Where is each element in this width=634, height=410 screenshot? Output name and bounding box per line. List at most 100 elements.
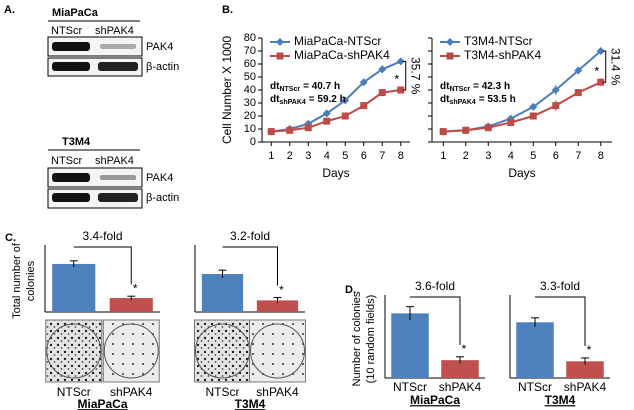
group-label: MiaPaCa bbox=[77, 397, 127, 410]
annotation-part: dt bbox=[270, 81, 280, 92]
x-tick-label: 6 bbox=[553, 150, 559, 162]
annotation-sub: shPAK4 bbox=[449, 99, 475, 106]
reduction-label: 31.4 % bbox=[609, 48, 623, 86]
plate-rim bbox=[250, 323, 305, 379]
bar bbox=[256, 300, 299, 312]
marker bbox=[323, 117, 331, 125]
annotation-part: dt bbox=[440, 94, 450, 105]
bar bbox=[109, 298, 153, 312]
band bbox=[52, 42, 90, 51]
series-line bbox=[443, 81, 602, 133]
y-tick-label: 20 bbox=[244, 110, 256, 122]
y-tick-label: 40 bbox=[244, 84, 256, 96]
annotation-sub: shPAK4 bbox=[279, 99, 305, 106]
bar bbox=[441, 360, 479, 378]
marker bbox=[397, 86, 405, 94]
significance: * bbox=[279, 283, 284, 297]
bar bbox=[391, 313, 429, 378]
marker bbox=[551, 86, 560, 94]
x-axis-label: Days bbox=[322, 166, 349, 180]
x-tick-label: 3 bbox=[485, 150, 491, 162]
x-tick-label: shPAK4 bbox=[564, 380, 607, 394]
y-tick-label: 0 bbox=[250, 136, 256, 148]
x-tick-label: NTScr bbox=[206, 385, 240, 399]
group-label: T3M4 bbox=[545, 393, 576, 407]
lane-label: NTScr bbox=[51, 25, 83, 37]
group-label: T3M4 bbox=[235, 397, 266, 410]
x-tick-label: 7 bbox=[575, 150, 581, 162]
y-axis-label: (10 random fields) bbox=[365, 295, 377, 384]
reduction-label: 35.7 % bbox=[409, 57, 423, 95]
fold-label: 3.3-fold bbox=[540, 279, 580, 293]
annotation-part: dt bbox=[440, 81, 450, 92]
bracket bbox=[73, 246, 132, 285]
bracket bbox=[602, 50, 607, 83]
marker bbox=[462, 126, 470, 134]
marker bbox=[378, 89, 386, 97]
marker bbox=[597, 78, 605, 86]
bar bbox=[52, 263, 96, 312]
x-tick-label: shPAK4 bbox=[439, 380, 482, 394]
annotation: dtshPAK4 = 53.5 h bbox=[440, 94, 516, 106]
blot bbox=[47, 167, 143, 188]
x-tick-label: NTScr bbox=[57, 385, 91, 399]
legend-marker bbox=[446, 52, 454, 60]
marker bbox=[378, 65, 387, 74]
legend-marker bbox=[276, 52, 284, 60]
band bbox=[100, 175, 136, 180]
marker bbox=[507, 119, 515, 126]
band bbox=[52, 173, 90, 182]
significance: * bbox=[133, 281, 138, 295]
bracket bbox=[222, 246, 278, 286]
x-tick-label: 7 bbox=[379, 150, 385, 162]
x-tick-label: 2 bbox=[463, 150, 469, 162]
x-tick-label: shPAK4 bbox=[110, 385, 153, 399]
x-tick-label: 4 bbox=[508, 150, 514, 162]
y-tick-label: 10 bbox=[244, 123, 256, 135]
marker bbox=[529, 102, 538, 111]
band-label: β-actin bbox=[146, 61, 179, 73]
marker bbox=[552, 102, 560, 110]
blot-title: MiaPaCa bbox=[52, 7, 99, 19]
plate-rim bbox=[103, 323, 159, 379]
annotation-part: = 53.5 h bbox=[479, 94, 516, 105]
lane-label: shPAK4 bbox=[95, 25, 134, 37]
significance: * bbox=[394, 71, 399, 86]
legend-marker bbox=[276, 38, 284, 46]
colony-plate bbox=[102, 319, 160, 383]
significance: * bbox=[587, 343, 592, 357]
annotation-sub: NTScr bbox=[279, 86, 300, 93]
marker bbox=[267, 128, 275, 136]
bracket bbox=[410, 296, 461, 345]
annotation-part: = 42.3 h bbox=[473, 81, 510, 92]
band bbox=[52, 62, 90, 71]
lane-label: shPAK4 bbox=[95, 155, 134, 167]
marker bbox=[360, 102, 368, 110]
band-label: β-actin bbox=[146, 192, 179, 204]
legend-label: MiaPaCa-shPAK4 bbox=[294, 48, 390, 62]
y-tick-label: 30 bbox=[244, 97, 256, 109]
marker bbox=[341, 112, 349, 120]
marker bbox=[574, 66, 583, 75]
x-tick-label: 5 bbox=[530, 150, 536, 162]
band bbox=[100, 44, 136, 49]
x-tick-label: 8 bbox=[598, 150, 604, 162]
legend-label: T3M4-NTScr bbox=[464, 34, 533, 48]
legend-marker bbox=[446, 38, 454, 46]
y-axis-label: Total number of bbox=[11, 242, 23, 319]
annotation-sub: NTScr bbox=[449, 86, 470, 93]
x-tick-label: shPAK4 bbox=[256, 385, 299, 399]
band-label: PAK4 bbox=[146, 41, 173, 53]
annotation: dtNTScr = 40.7 h bbox=[270, 81, 340, 93]
x-tick-label: 1 bbox=[440, 150, 446, 162]
marker bbox=[596, 47, 605, 55]
marker bbox=[359, 78, 368, 87]
bar bbox=[566, 361, 604, 378]
colony-plate bbox=[249, 319, 306, 383]
blot-title: T3M4 bbox=[62, 136, 91, 148]
band bbox=[98, 193, 138, 202]
colony-plate bbox=[45, 319, 103, 383]
y-axis-label: Number of colonies bbox=[351, 291, 363, 386]
lane-label: NTScr bbox=[51, 155, 83, 167]
